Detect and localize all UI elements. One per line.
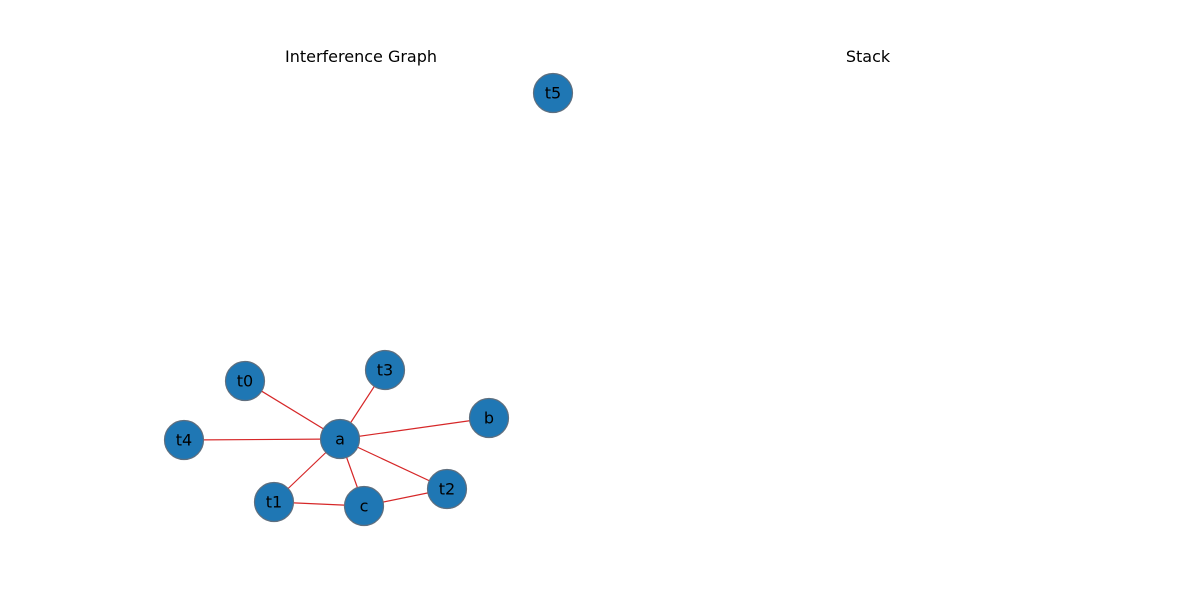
node-t0: t0: [224, 360, 266, 402]
node-t1: t1: [253, 481, 295, 523]
node-c: c: [343, 485, 385, 527]
node-label-t1: t1: [266, 493, 282, 512]
node-b: b: [468, 397, 510, 439]
node-circle-t1: [253, 481, 295, 523]
node-label-t5: t5: [545, 84, 561, 103]
node-t4: t4: [163, 419, 205, 461]
node-circle-b: [468, 397, 510, 439]
interference-graph-title: Interference Graph: [284, 47, 438, 66]
node-circle-t5: [532, 72, 574, 114]
node-label-a: a: [335, 430, 345, 449]
node-circle-a: [319, 418, 361, 460]
node-label-t0: t0: [237, 372, 253, 391]
graph-nodes: t0 t3 b t4 a t2 t1 c t5: [163, 72, 574, 527]
node-t5: t5: [532, 72, 574, 114]
stack-title: Stack: [845, 47, 891, 66]
node-t2: t2: [426, 468, 468, 510]
node-label-c: c: [360, 497, 369, 516]
edge-a-b: [339, 417, 490, 440]
node-label-b: b: [484, 409, 494, 428]
edge-a-t4: [183, 438, 341, 441]
node-circle-t2: [426, 468, 468, 510]
node-circle-c: [343, 485, 385, 527]
node-label-t2: t2: [439, 480, 455, 499]
node-circle-t0: [224, 360, 266, 402]
node-a: a: [319, 418, 361, 460]
node-circle-t3: [364, 349, 406, 391]
node-label-t4: t4: [176, 431, 192, 450]
node-circle-t4: [163, 419, 205, 461]
node-label-t3: t3: [377, 361, 393, 380]
node-t3: t3: [364, 349, 406, 391]
